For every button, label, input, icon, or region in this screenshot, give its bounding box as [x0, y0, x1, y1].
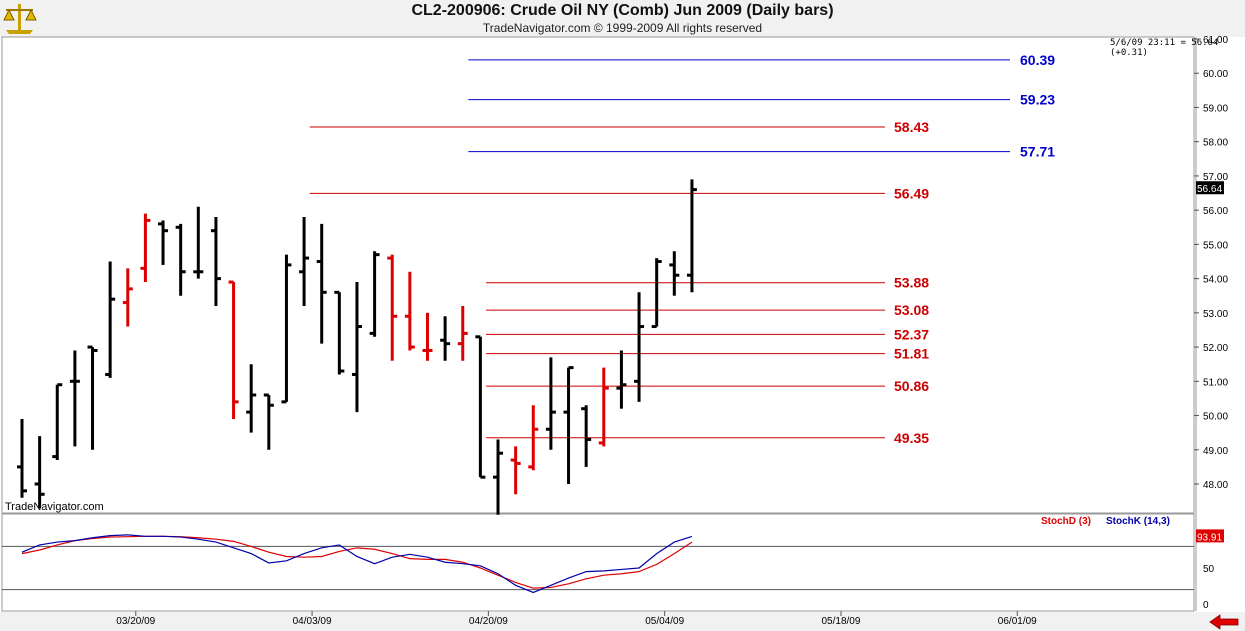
last-price-label: 56.64 [1197, 184, 1222, 195]
y-tick-label: 59.00 [1203, 103, 1228, 114]
y-tick-label: 57.00 [1203, 172, 1228, 183]
y-tick-label: 52.00 [1203, 343, 1228, 354]
x-tick-label: 04/20/09 [469, 616, 508, 627]
x-axis-strip [0, 612, 1245, 631]
stochk-legend: StochK (14,3) [1106, 516, 1170, 527]
y-tick-label: 53.00 [1203, 309, 1228, 320]
stoch-last-value-label: 93.91 [1197, 532, 1222, 543]
x-tick-label: 06/01/09 [998, 616, 1037, 627]
stoch-panel-frame [1, 513, 1195, 612]
stoch-y-tick-label: 50 [1203, 564, 1215, 575]
last-price-box [1196, 181, 1224, 195]
y-tick-label: 61.00 [1203, 35, 1228, 46]
y-tick-label: 51.00 [1203, 377, 1228, 388]
stochk-line [21, 534, 693, 594]
level-label: 58.43 [894, 119, 929, 135]
level-label: 59.23 [1020, 92, 1055, 108]
level-label: 49.35 [894, 430, 929, 446]
y-tick-label: 50.00 [1203, 412, 1228, 423]
level-label: 52.37 [894, 326, 929, 342]
title-bar: CL2-200906: Crude Oil NY (Comb) Jun 2009… [0, 0, 1245, 37]
stochd-line [21, 535, 693, 589]
level-label: 60.39 [1020, 52, 1055, 68]
y-tick-label: 60.00 [1203, 69, 1228, 80]
x-tick-label: 04/03/09 [293, 616, 332, 627]
copyright-subtitle: TradeNavigator.com © 1999-2009 All right… [482, 21, 763, 35]
scale-balance-icon[interactable] [0, 0, 40, 37]
y-tick-label: 55.00 [1203, 240, 1228, 251]
level-label: 56.49 [894, 185, 929, 201]
y-tick-label: 56.00 [1203, 206, 1228, 217]
y-tick-label: 58.00 [1203, 138, 1228, 149]
level-label: 53.88 [894, 275, 929, 291]
stochd-legend: StochD (3) [1041, 516, 1091, 527]
y-tick-label: 49.00 [1203, 446, 1228, 457]
stoch-last-value-box [1196, 529, 1224, 543]
x-tick-label: 05/04/09 [645, 616, 684, 627]
level-label: 51.81 [894, 346, 929, 362]
level-label: 50.86 [894, 378, 929, 394]
x-tick-label: 05/18/09 [822, 616, 861, 627]
chart-title: CL2-200906: Crude Oil NY (Comb) Jun 2009… [411, 2, 834, 19]
y-tick-label: 48.00 [1203, 480, 1228, 491]
y-tick-label: 54.00 [1203, 275, 1228, 286]
x-tick-label: 03/20/09 [116, 616, 155, 627]
level-label: 57.71 [1020, 144, 1055, 160]
red-left-arrow-icon[interactable] [1209, 614, 1239, 630]
last-quote: 5/6/09 23:11 = 56.64 (+0.31) [1110, 38, 1219, 58]
price-panel-frame [1, 36, 1195, 514]
stoch-y-tick-label: 0 [1203, 600, 1209, 611]
watermark: TradeNavigator.com [5, 501, 104, 513]
level-label: 53.08 [894, 302, 929, 318]
